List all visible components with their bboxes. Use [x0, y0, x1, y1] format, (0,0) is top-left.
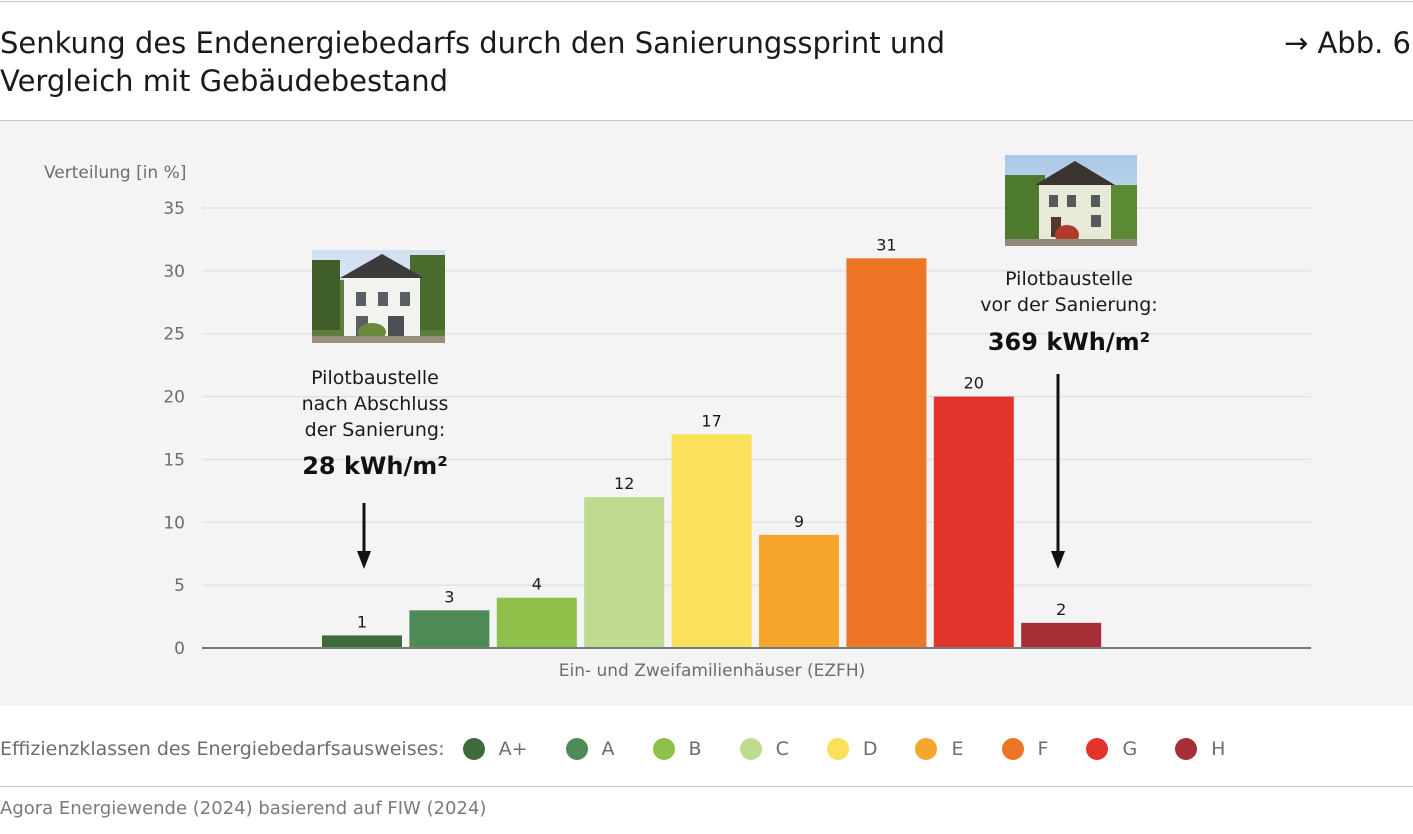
- legend-item-F: F: [1001, 738, 1049, 760]
- annotation-1-line-3: der Sanierung:: [305, 419, 446, 441]
- unrenovated-house-photo: [1005, 155, 1137, 246]
- y-tick-label: 10: [163, 513, 185, 533]
- y-tick-label: 25: [163, 325, 185, 345]
- data-label-A+: 1: [357, 612, 367, 631]
- legend-label: E: [951, 738, 964, 760]
- chart-title-line-1: Senkung des Endenergiebedarfs durch den …: [0, 26, 946, 60]
- data-label-F: 31: [876, 235, 896, 254]
- data-label-A: 3: [444, 587, 454, 606]
- legend-label: C: [775, 738, 789, 760]
- data-labels: 1 3 4 12 17 9 31 20 2: [357, 235, 1066, 631]
- bar-H: [1021, 622, 1102, 648]
- legend-item-A+: A+: [462, 738, 528, 760]
- legend-swatch: [739, 738, 762, 760]
- data-label-B: 4: [532, 575, 542, 594]
- legend-swatch: [915, 738, 938, 760]
- legend-swatch: [565, 738, 588, 760]
- chart-title-line-2: Vergleich mit Gebäudebestand: [0, 64, 449, 98]
- data-label-G: 20: [964, 374, 984, 393]
- source-note: Agora Energiewende (2024) basierend auf …: [0, 798, 487, 819]
- data-label-D: 17: [701, 411, 721, 430]
- renovated-house-photo: [312, 250, 445, 343]
- chart-title: Senkung des Endenergiebedarfs durch den …: [0, 24, 1080, 100]
- legend-swatch: [462, 738, 485, 760]
- y-tick-label: 0: [174, 639, 185, 659]
- title-divider: [0, 120, 1413, 121]
- legend-label: A+: [498, 738, 528, 760]
- annotation-2-arrowhead: [1051, 551, 1065, 569]
- bar-F: [846, 258, 927, 648]
- legend-label: A: [601, 738, 615, 760]
- annotation-2-line-1: Pilotbaustelle: [1005, 268, 1133, 290]
- legend-swatch: [1001, 738, 1024, 760]
- data-label-E: 9: [794, 512, 804, 531]
- legend-swatch: [826, 738, 849, 760]
- legend-item-H: H: [1175, 738, 1225, 760]
- legend-swatch: [652, 738, 675, 760]
- bar-D: [671, 434, 752, 648]
- bar-A+: [322, 635, 402, 648]
- bar-A: [409, 610, 490, 648]
- legend-label: D: [862, 738, 878, 760]
- annotation-1-value: 28 kWh/m²: [302, 452, 448, 480]
- annotation-1-line-2: nach Abschluss: [302, 393, 449, 415]
- y-tick-labels: 0 5 10 15 20 25 30 35: [163, 199, 185, 659]
- legend-label: H: [1211, 738, 1226, 760]
- data-label-H: 2: [1056, 600, 1066, 619]
- gridlines: [202, 207, 1311, 586]
- legend-item-D: D: [826, 738, 878, 760]
- annotation-2-line-2: vor der Sanierung:: [980, 294, 1157, 316]
- legend-item-G: G: [1086, 738, 1137, 760]
- bar-C: [584, 497, 665, 648]
- annotation-1-line-1: Pilotbaustelle: [311, 367, 439, 389]
- footer-divider: [0, 786, 1413, 787]
- legend-item-E: E: [915, 738, 964, 760]
- y-tick-label: 5: [174, 576, 185, 596]
- x-axis-label: Ein- und Zweifamilienhäuser (EZFH): [559, 661, 866, 681]
- legend-swatch: [1086, 738, 1109, 760]
- bar-B: [496, 597, 577, 648]
- annotation-2-value: 369 kWh/m²: [988, 328, 1150, 356]
- y-tick-label: 15: [163, 450, 185, 470]
- y-tick-label: 20: [163, 388, 185, 408]
- bar-E: [759, 534, 839, 648]
- y-tick-label: 30: [163, 262, 185, 282]
- y-tick-label: 35: [163, 199, 185, 219]
- top-rule: [0, 1, 1413, 2]
- legend-item-C: C: [739, 738, 789, 760]
- legend: Effizienzklassen des Energiebedarfsauswe…: [0, 734, 1263, 764]
- legend-label: G: [1122, 738, 1138, 760]
- y-axis-label: Verteilung [in %]: [44, 163, 186, 183]
- bars: [322, 258, 1102, 648]
- legend-item-A: A: [565, 738, 615, 760]
- bar-G: [933, 396, 1014, 648]
- data-label-C: 12: [614, 474, 634, 493]
- legend-label: F: [1037, 738, 1049, 760]
- annotation-1-arrowhead: [357, 551, 371, 569]
- figure-reference: → Abb. 6: [1283, 26, 1411, 60]
- legend-label: B: [688, 738, 702, 760]
- legend-item-B: B: [652, 738, 702, 760]
- legend-swatch: [1175, 738, 1198, 760]
- legend-title: Effizienzklassen des Energiebedarfsauswe…: [0, 738, 445, 760]
